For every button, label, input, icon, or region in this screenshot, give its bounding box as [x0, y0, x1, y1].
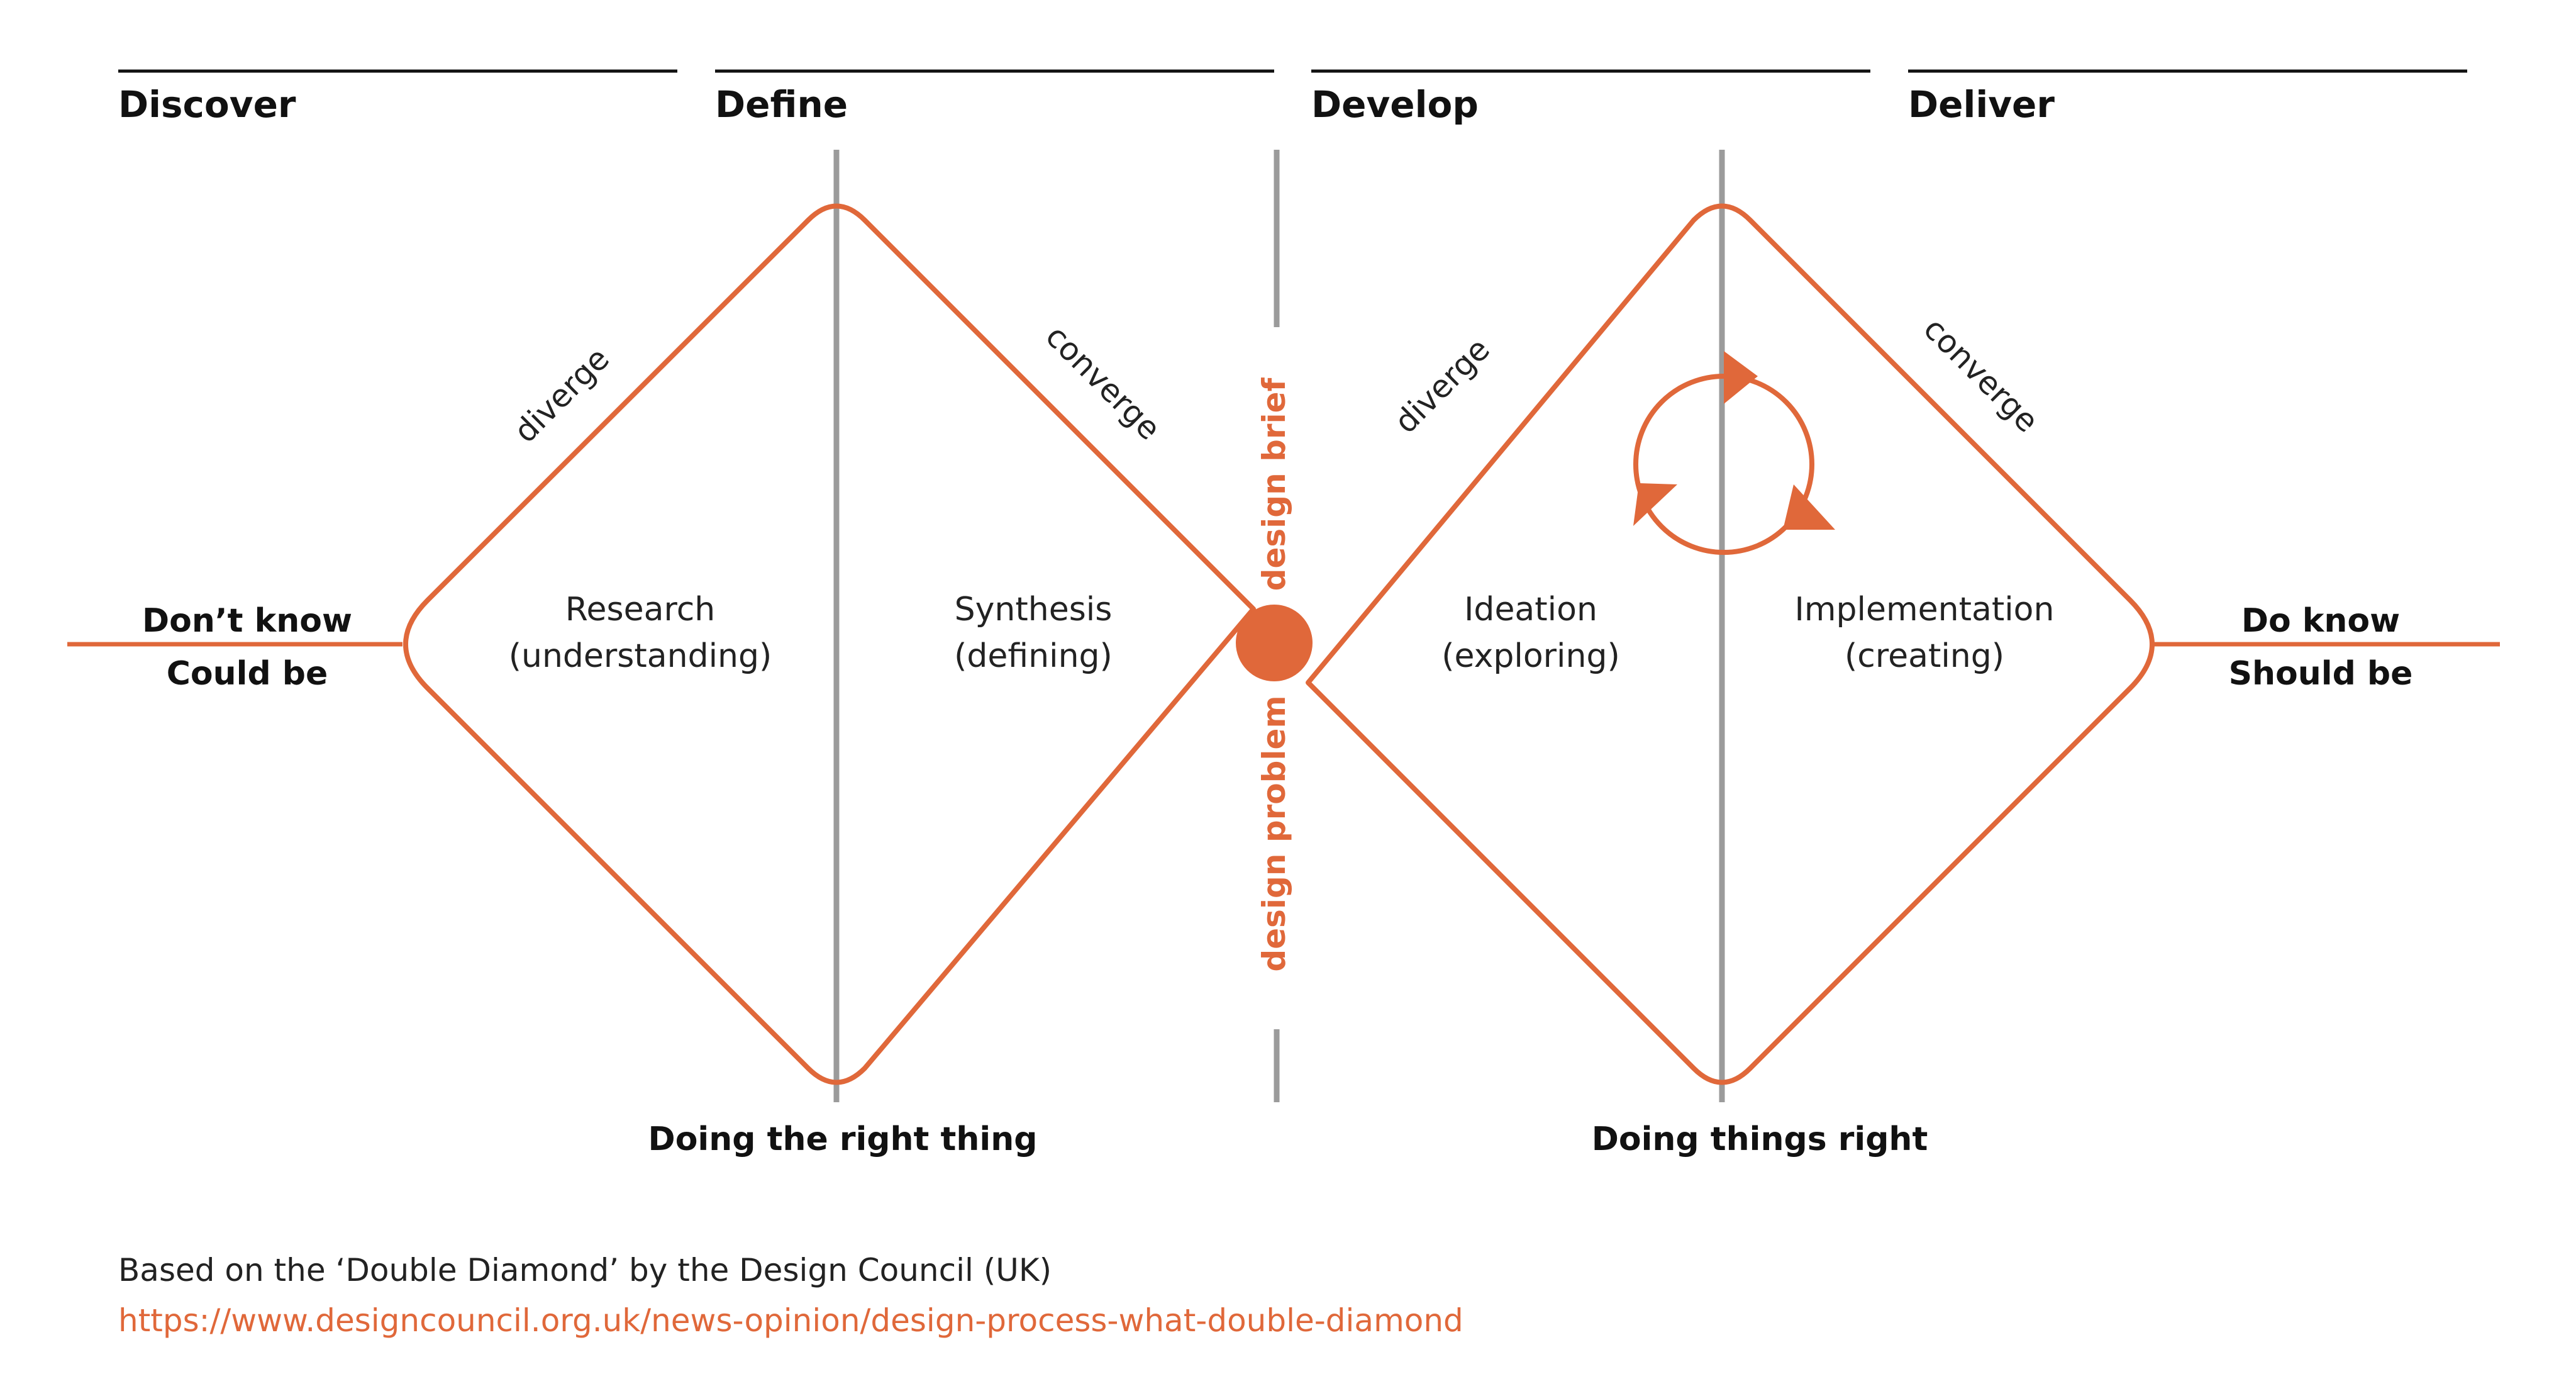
phase-title-deliver: Deliver [1908, 83, 2055, 126]
diamond-1 [403, 203, 1256, 1085]
phase-title-develop: Develop [1311, 83, 1479, 126]
diamond2-diverge-label: diverge [1387, 331, 1497, 440]
source-caption: Based on the ‘Double Diamond’ by the Des… [118, 1252, 1052, 1288]
stage-ideation-sub: (exploring) [1441, 637, 1620, 675]
stage-ideation-title: Ideation [1464, 591, 1597, 628]
left-label-could-be: Could be [167, 655, 328, 693]
cycle-arrowhead-left [1633, 483, 1677, 526]
design-brief-node [1236, 605, 1313, 681]
diamond1-converge-label: converge [1038, 318, 1167, 447]
source-link[interactable]: https://www.designcouncil.org.uk/news-op… [118, 1302, 1463, 1339]
diamond-2 [1306, 203, 2155, 1085]
stage-implementation-sub: (creating) [1845, 637, 2004, 675]
design-problem-label: design problem [1256, 695, 1292, 971]
diamond1-diverge-label: diverge [507, 340, 616, 450]
cycle-arrows-icon [1633, 351, 1835, 555]
doing-the-right-thing-label: Doing the right thing [648, 1120, 1038, 1158]
phase-title-discover: Discover [118, 83, 296, 126]
stage-research-title: Research [565, 591, 716, 628]
phase-title-define: Define [715, 83, 848, 126]
dividers [833, 150, 1725, 1102]
stage-synthesis-title: Synthesis [955, 591, 1113, 628]
stage-synthesis-sub: (defining) [954, 637, 1113, 675]
design-brief-label: design brief [1256, 377, 1292, 591]
left-label-dont-know: Don’t know [142, 602, 352, 640]
right-label-do-know: Do know [2241, 602, 2400, 640]
cycle-arrowhead-right [1783, 484, 1835, 530]
diamond2-converge-label: converge [1916, 310, 2045, 439]
stage-research-sub: (understanding) [509, 637, 772, 675]
doing-things-right-label: Doing things right [1592, 1120, 1928, 1158]
cycle-arrowhead-top [1724, 351, 1758, 404]
right-label-should-be: Should be [2229, 655, 2413, 693]
stage-implementation-title: Implementation [1795, 591, 2055, 628]
